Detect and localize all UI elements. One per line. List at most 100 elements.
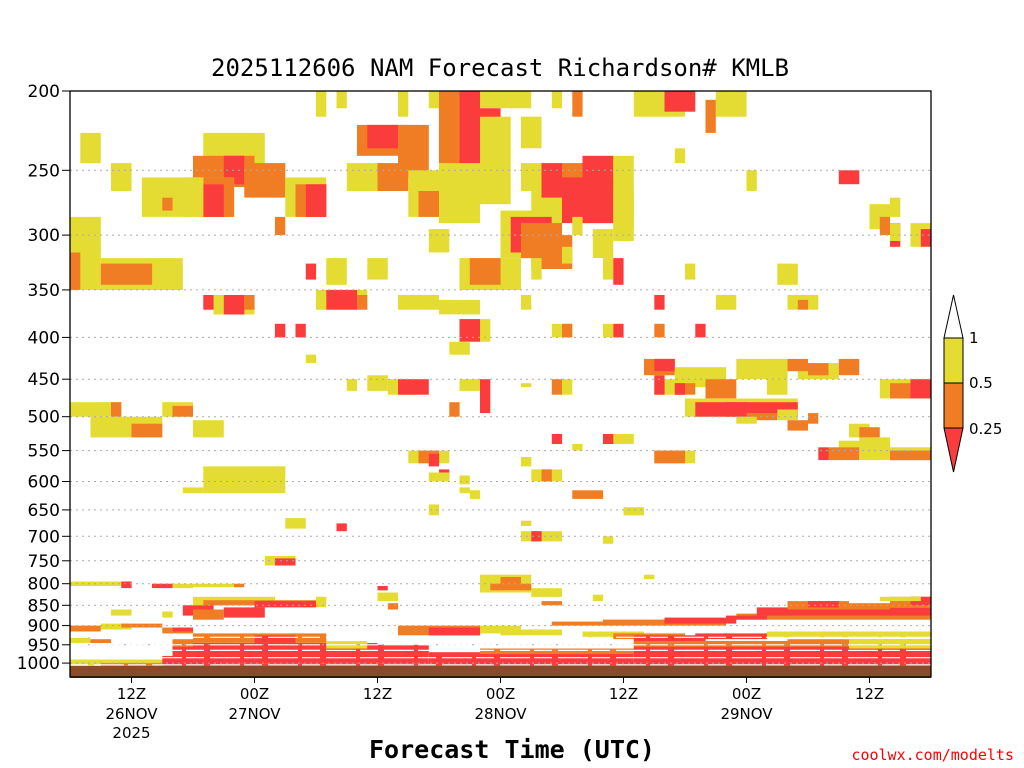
- heatmap-cell-184: [603, 536, 614, 544]
- heatmap-cell-99: [562, 323, 573, 338]
- heatmap-cell-197: [234, 583, 245, 588]
- heatmap-cell-120: [654, 375, 665, 395]
- heatmap-cell-161: [654, 450, 686, 464]
- heatmap-cell-129: [521, 383, 532, 388]
- heatmap-cell-101: [613, 323, 624, 338]
- heatmap-cell-58: [367, 258, 388, 280]
- heatmap-cell-123: [367, 375, 388, 391]
- heatmap-cell-239: [172, 639, 193, 647]
- y-tick-label-750: 750: [28, 552, 60, 572]
- heatmap-cell-67: [777, 263, 798, 285]
- heatmap-cell-181: [521, 520, 532, 526]
- y-tick-label-700: 700: [28, 527, 60, 547]
- chart-title: 2025112606 NAM Forecast Richardson# KMLB: [211, 54, 789, 82]
- heatmap-cell-56: [305, 263, 317, 280]
- heatmap-cell-54: [100, 263, 153, 285]
- heatmap-cell-11: [715, 91, 747, 117]
- heatmap-cell-208: [193, 609, 224, 620]
- heatmap-cell-94: [275, 323, 286, 338]
- heatmap-cell-150: [603, 434, 634, 444]
- heatmap-cell-125: [398, 379, 429, 395]
- heatmap-cell-153: [572, 444, 583, 451]
- heatmap-cell-13: [80, 132, 101, 164]
- heatmap-cell-88: [439, 299, 480, 315]
- legend-label-1: 0.5: [969, 374, 993, 392]
- heatmap-cell-136: [131, 423, 163, 438]
- heatmap-cell-130: [551, 379, 563, 395]
- heatmap-cell-118: [910, 379, 931, 399]
- heatmap-cell-226: [121, 623, 163, 628]
- heatmap-cell-144: [777, 409, 798, 421]
- heatmap-cell-241: [254, 635, 296, 643]
- heatmap-cell-10: [664, 91, 696, 112]
- x-tick-label-2: 12Z: [363, 685, 392, 703]
- y-tick-label-450: 450: [28, 370, 60, 390]
- heatmap-cell-230: [428, 627, 481, 636]
- heatmap-cell-65: [613, 258, 624, 285]
- heatmap-cell-33: [418, 191, 439, 217]
- heatmap-cell-224: [70, 625, 101, 632]
- heatmap-cell-145: [787, 420, 808, 431]
- heatmap-cell-222: [726, 615, 767, 620]
- heatmap-cell-64: [603, 258, 614, 280]
- heatmap-cell-194: [152, 583, 173, 589]
- heatmap-cell-225: [100, 623, 132, 630]
- heatmap-cell-245: [480, 648, 634, 654]
- heatmap-cell-61: [469, 258, 501, 285]
- heatmap-cell-216: [849, 603, 890, 610]
- heatmap-cell-149: [736, 416, 757, 424]
- heatmap-cell-21: [141, 177, 204, 217]
- heatmap-cell-177: [623, 507, 644, 516]
- heatmap-cell-169: [428, 472, 450, 482]
- heatmap-cell-104: [449, 341, 470, 355]
- heatmap-cell-97: [459, 319, 480, 342]
- heatmap-cell-243: [367, 644, 429, 663]
- y-tick-label-350: 350: [28, 281, 60, 301]
- x-tick-date-0: 26NOV: [105, 705, 158, 723]
- heatmap-cell-74: [890, 223, 901, 241]
- heatmap-cell-151: [603, 434, 614, 444]
- heatmap-cell-178: [428, 504, 440, 516]
- heatmap-cell-187: [644, 574, 655, 580]
- heatmap-cell-105: [305, 354, 317, 364]
- heatmap-cell-117: [890, 383, 911, 399]
- heatmap-cell-173: [182, 487, 204, 494]
- heatmap-cell-134: [111, 402, 122, 417]
- heatmap-cell-34: [439, 163, 480, 223]
- heatmap-cell-59: [428, 229, 450, 253]
- heatmap-cell-71: [890, 197, 901, 217]
- heatmap-cell-131: [562, 379, 573, 395]
- heatmap-cell-148: [859, 427, 880, 438]
- heatmap-cell-233: [582, 631, 644, 638]
- y-tick-label-200: 200: [28, 82, 60, 102]
- heatmap-cell-82: [244, 295, 255, 310]
- heatmap-cell-75: [838, 170, 860, 185]
- heatmap-cell-128: [480, 379, 491, 414]
- heatmap-cell-152: [551, 434, 563, 444]
- heatmap-cell-190: [490, 583, 532, 591]
- heatmap-cell-200: [387, 603, 399, 610]
- heatmap-cell-81: [223, 295, 245, 315]
- heatmap-cell-2: [398, 91, 409, 117]
- heatmap-cell-156: [818, 447, 829, 461]
- heatmap-cell-183: [531, 531, 542, 542]
- heatmap-cell-91: [715, 295, 737, 310]
- x-tick-date-3: 28NOV: [474, 705, 527, 723]
- heatmap-cell-172: [244, 466, 286, 476]
- heatmap-cell-206: [316, 596, 327, 608]
- y-tick-label-550: 550: [28, 442, 60, 462]
- heatmap-cell-211: [111, 609, 132, 616]
- heatmap-cell-22: [162, 197, 173, 211]
- heatmap-cell-14: [111, 163, 132, 191]
- heatmap-cell-159: [890, 450, 931, 461]
- heatmap-cell-210: [162, 611, 173, 618]
- heatmap-cell-126: [346, 379, 358, 391]
- heatmap-cell-164: [428, 453, 440, 467]
- y-tick-label-300: 300: [28, 226, 60, 246]
- heatmap-cell-28: [367, 124, 399, 149]
- heatmap-cell-95: [295, 323, 306, 338]
- heatmap-cell-69: [879, 216, 891, 236]
- heatmap-cell-83: [203, 295, 214, 310]
